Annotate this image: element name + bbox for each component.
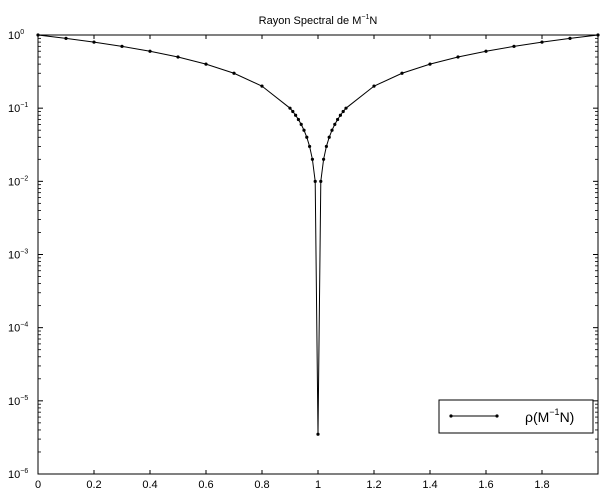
data-point [305, 135, 309, 139]
data-point [176, 55, 180, 59]
legend-label-base: ρ(M [525, 409, 549, 425]
y-tick-label-exp: −2 [20, 175, 28, 182]
legend-marker-right [495, 414, 499, 418]
y-tick-label-base: 10 [8, 176, 20, 188]
y-tick-label: 10−6 [8, 468, 28, 481]
y-tick-label-base: 10 [8, 396, 20, 408]
data-point [512, 44, 516, 48]
x-tick-label: 1.6 [478, 479, 493, 491]
y-tick-label: 10−2 [8, 175, 28, 188]
x-tick-label: 0.4 [142, 479, 157, 491]
data-point [568, 36, 572, 40]
data-point [64, 36, 68, 40]
data-point [330, 128, 334, 132]
data-point [428, 62, 432, 66]
data-point [291, 109, 295, 114]
y-tick-label-base: 10 [8, 323, 20, 335]
data-point [204, 62, 208, 66]
data-point [310, 157, 314, 161]
y-tick-label-exp: −1 [20, 102, 28, 109]
chart-title-sup: −1 [361, 14, 369, 21]
data-point [324, 144, 328, 149]
y-tick-label-exp: −3 [20, 249, 28, 256]
y-tick-label: 10−3 [8, 249, 28, 262]
data-point [92, 40, 96, 44]
chart-title-tail: N [369, 15, 377, 27]
y-tick-label-base: 10 [8, 30, 20, 42]
data-point [308, 144, 312, 149]
data-point [316, 432, 320, 436]
data-point [484, 49, 488, 53]
y-tick-label: 100 [8, 29, 24, 42]
y-tick-label: 10−1 [8, 102, 28, 115]
x-axis-tick-labels: 0 0.2 0.4 0.6 0.8 1 1.2 1.4 1.6 1.8 [35, 479, 550, 491]
data-point [288, 106, 292, 110]
legend-label-sup: −1 [549, 407, 559, 417]
legend-label: ρ(M−1N) [525, 407, 574, 425]
plot-frame [37, 34, 599, 475]
chart-title-base: Rayon Spectral de M [259, 15, 362, 27]
data-point [333, 122, 337, 126]
y-tick-label-exp: −4 [20, 322, 28, 329]
y-tick-label: 10−5 [8, 395, 28, 408]
y-tick-label-base: 10 [8, 103, 20, 115]
legend-label-tail: N) [560, 409, 575, 425]
y-tick-label-base: 10 [8, 469, 20, 481]
data-point [322, 157, 326, 161]
data-point [400, 71, 404, 75]
data-point [327, 135, 331, 139]
data-point [148, 49, 152, 53]
data-point [299, 122, 303, 126]
chart-title: Rayon Spectral de M−1N [259, 14, 378, 27]
data-point [540, 40, 544, 44]
data-point [296, 117, 300, 122]
data-point [344, 106, 348, 110]
data-point [120, 44, 124, 48]
data-point [336, 117, 340, 122]
data-point [232, 71, 236, 75]
x-tick-label: 1 [315, 479, 321, 491]
x-tick-label: 1.8 [534, 479, 549, 491]
x-tick-label: 0 [35, 479, 41, 491]
data-point [341, 109, 345, 114]
data-point [260, 84, 264, 88]
y-tick-label-exp: −6 [20, 468, 28, 475]
x-tick-label: 0.6 [198, 479, 213, 491]
x-tick-label: 1.2 [366, 479, 381, 491]
x-tick-label: 0.8 [254, 479, 269, 491]
x-tick-label: 0.2 [86, 479, 101, 491]
y-tick-label-exp: 0 [20, 29, 24, 36]
y-tick-label: 10−4 [8, 322, 28, 335]
data-point [319, 179, 323, 183]
legend: ρ(M−1N) [438, 399, 594, 434]
data-point [338, 113, 342, 117]
data-point [456, 55, 460, 59]
data-point [302, 128, 306, 132]
data-point [372, 84, 376, 88]
data-point [294, 113, 298, 117]
legend-marker-left [449, 414, 453, 418]
y-tick-label-exp: −5 [20, 395, 28, 402]
x-tick-label: 1.4 [422, 479, 437, 491]
y-tick-label-base: 10 [8, 250, 20, 262]
data-point [313, 179, 317, 183]
